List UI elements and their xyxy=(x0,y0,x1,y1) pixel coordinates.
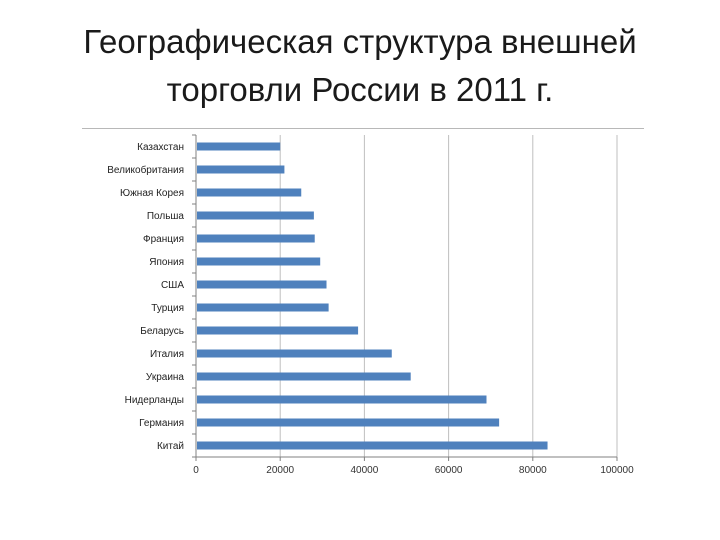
x-tick-label: 60000 xyxy=(435,465,463,476)
chart-frame xyxy=(82,128,644,478)
category-label: Германия xyxy=(139,418,184,429)
x-tick-label: 40000 xyxy=(350,465,378,476)
category-label: Китай xyxy=(157,441,184,452)
bar xyxy=(197,418,500,427)
slide-title: Географическая структура внешней торговл… xyxy=(0,18,720,114)
category-label: Южная Корея xyxy=(120,188,184,199)
category-label: Италия xyxy=(150,349,184,360)
bar xyxy=(197,165,285,174)
category-label: Украина xyxy=(146,372,185,383)
category-label: США xyxy=(161,280,184,291)
bar xyxy=(197,441,548,450)
bar xyxy=(197,326,359,335)
bar xyxy=(197,142,281,151)
category-label: Беларусь xyxy=(140,326,184,337)
bar xyxy=(197,234,315,243)
title-line-2: торговли России в 2011 г. xyxy=(166,71,554,108)
x-tick-label: 100000 xyxy=(600,465,634,476)
bar xyxy=(197,372,411,381)
x-tick-label: 80000 xyxy=(519,465,547,476)
category-label: Франция xyxy=(143,234,184,245)
category-label: Великобритания xyxy=(107,164,184,176)
x-tick-label: 0 xyxy=(193,465,199,476)
category-label: Польша xyxy=(147,211,185,222)
title-line-1: Географическая структура внешней xyxy=(83,23,637,60)
x-tick-label: 20000 xyxy=(266,465,294,476)
bar xyxy=(197,395,487,404)
bar xyxy=(197,303,329,312)
category-label: Япония xyxy=(149,257,184,268)
category-label: Казахстан xyxy=(137,142,184,153)
bar xyxy=(197,211,314,220)
category-label: Турция xyxy=(151,303,184,314)
bar xyxy=(197,257,321,266)
category-label: Нидерланды xyxy=(125,395,184,406)
bar xyxy=(197,280,327,289)
bar xyxy=(197,188,302,197)
bar xyxy=(197,349,392,358)
